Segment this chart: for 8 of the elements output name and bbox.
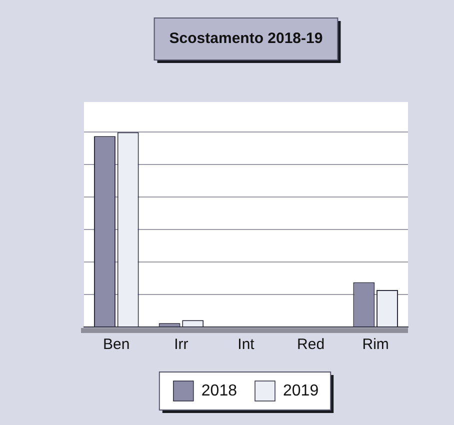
- legend-label: 2018: [201, 382, 238, 400]
- x-tick-label: Red: [297, 336, 325, 354]
- x-tick-label: Irr: [174, 336, 188, 354]
- x-tick-label: Ben: [103, 336, 130, 354]
- x-tick-label: Int: [238, 336, 256, 354]
- x-tick-label: Rim: [362, 336, 389, 354]
- chart-title: Scostamento 2018-19: [169, 30, 323, 48]
- legend-label: 2019: [283, 382, 319, 400]
